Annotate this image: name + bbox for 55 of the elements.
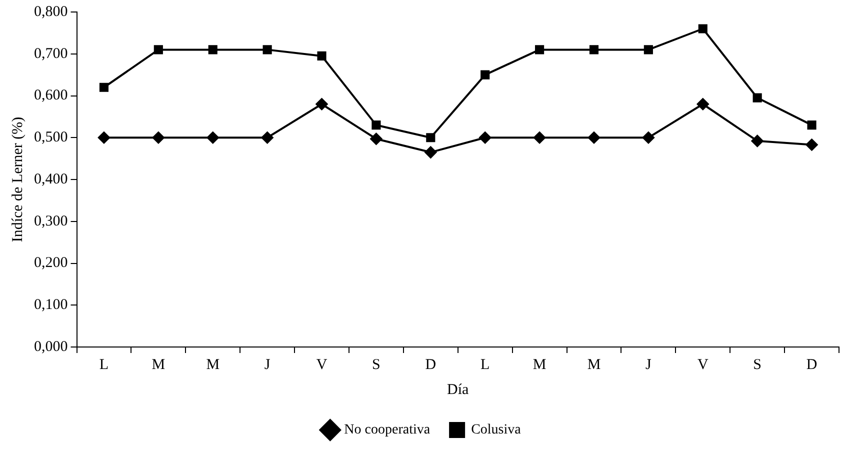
y-tick-label: 0,100	[34, 297, 68, 314]
y-tick-label: 0,700	[34, 46, 68, 62]
point	[534, 132, 546, 144]
y-tick-label: 0,600	[34, 88, 68, 104]
point	[208, 45, 218, 54]
point	[316, 98, 328, 110]
point	[424, 146, 437, 158]
y-tick-label: 0,800	[34, 4, 68, 20]
point	[98, 132, 110, 144]
x-tick-label: M	[532, 356, 546, 373]
point	[642, 132, 654, 144]
point	[696, 98, 709, 110]
y-tick-label: 0,200	[34, 255, 68, 272]
x-tick-label: D	[425, 356, 436, 373]
point	[806, 138, 818, 151]
point	[751, 134, 764, 147]
point	[372, 120, 381, 130]
x-tick-label: L	[99, 356, 109, 373]
x-tick-label: J	[646, 356, 652, 373]
y-tick-label: 0,000	[34, 338, 68, 355]
point	[261, 132, 274, 144]
point	[154, 45, 163, 54]
x-tick-label: S	[372, 356, 380, 373]
point	[152, 132, 164, 144]
legend-label: Colusiva	[471, 422, 522, 438]
point	[479, 132, 492, 144]
legend-label: No cooperativa	[344, 422, 431, 438]
point	[317, 51, 326, 61]
point	[480, 70, 490, 80]
x-axis-title: Día	[447, 382, 470, 398]
x-tick-label: M	[206, 356, 220, 373]
point	[535, 45, 544, 54]
point	[99, 82, 109, 92]
x-tick-label: V	[316, 356, 328, 373]
x-tick-label: S	[753, 356, 762, 373]
x-tick-label: D	[806, 356, 818, 373]
x-tick-label: V	[697, 356, 708, 373]
point	[262, 45, 272, 54]
x-tick-label: J	[264, 356, 270, 373]
x-tick-label: L	[480, 356, 490, 373]
point	[807, 120, 816, 130]
point	[698, 24, 708, 34]
y-tick-label: 0,400	[34, 171, 68, 188]
point	[752, 93, 762, 102]
x-tick-label: M	[152, 356, 166, 373]
point	[589, 45, 599, 54]
x-tick-label: M	[587, 356, 601, 373]
y-axis-title: Indíce de Lerner (%)	[10, 116, 26, 242]
point	[426, 133, 436, 142]
point	[370, 132, 382, 145]
point	[206, 132, 219, 144]
point	[588, 132, 600, 144]
point	[644, 45, 653, 54]
y-tick-label: 0,500	[34, 130, 68, 146]
y-tick-label: 0,300	[34, 213, 68, 230]
